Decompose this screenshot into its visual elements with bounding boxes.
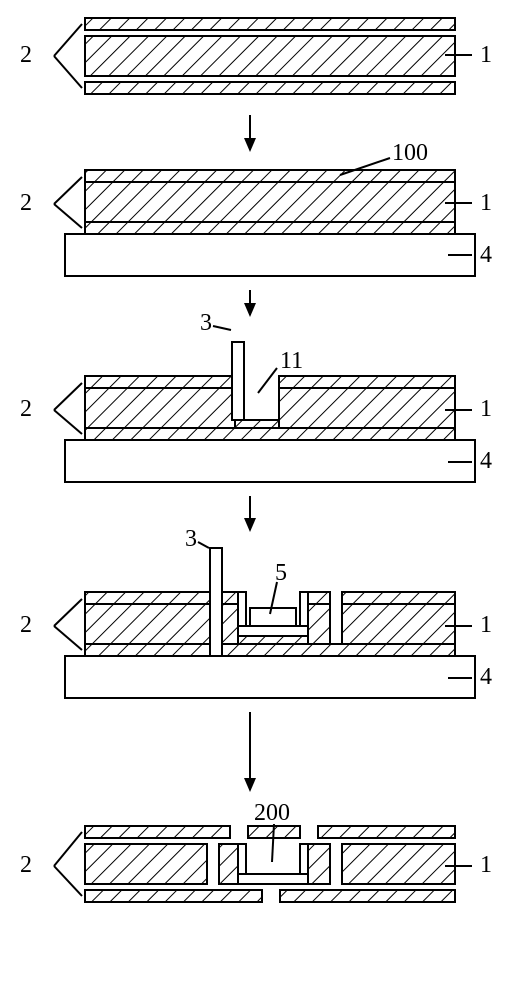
hatched-layer — [85, 826, 230, 838]
hatched-layer — [342, 592, 455, 604]
label-1: 1 — [480, 396, 492, 422]
bracket-arm — [54, 832, 82, 866]
panel-5: 1 2 200 — [20, 800, 492, 902]
hatched-layer — [222, 604, 238, 644]
hatched-layer — [318, 826, 455, 838]
hatched-layer — [219, 844, 238, 884]
label-3: 3 — [200, 310, 212, 336]
hatched-layer — [85, 170, 455, 182]
label-1: 1 — [480, 190, 492, 216]
leader-line — [198, 542, 209, 548]
label-2: 2 — [20, 396, 32, 422]
hatched-layer — [342, 844, 455, 884]
hatched-layer — [85, 376, 235, 388]
hatched-layer — [308, 604, 330, 644]
hatched-layer — [85, 182, 455, 222]
hatched-layer — [85, 890, 262, 902]
panel-4: 1 2 3 4 5 — [20, 526, 492, 698]
blade — [210, 548, 222, 656]
cavity-floor — [238, 626, 308, 636]
bracket-arm — [54, 24, 82, 56]
hatched-layer — [85, 844, 207, 884]
label-2: 2 — [20, 612, 32, 638]
bracket-arm — [54, 410, 82, 434]
hatched-layer — [85, 592, 210, 604]
base-plate — [65, 440, 475, 482]
hatched-layer — [85, 388, 235, 428]
leader-line — [213, 326, 231, 330]
label-1: 1 — [480, 612, 492, 638]
panel-1: 12 — [20, 18, 492, 94]
hatched-layer — [342, 604, 455, 644]
bracket-arm — [54, 56, 82, 88]
hatched-layer — [85, 36, 455, 76]
label-5: 5 — [275, 560, 287, 586]
label-4: 4 — [480, 242, 492, 268]
label-2: 2 — [20, 190, 32, 216]
hatched-layer — [238, 636, 308, 644]
diagram-canvas: 121241001234111234512200 — [0, 0, 506, 1000]
panel-3: 1 2 3 4 11 — [20, 310, 492, 482]
label-4: 4 — [480, 448, 492, 474]
label-1: 1 — [480, 852, 492, 878]
bracket-arm — [54, 599, 82, 626]
blade — [232, 342, 244, 420]
bracket-arm — [54, 626, 82, 650]
cavity-floor — [238, 874, 308, 884]
bracket-arm — [54, 177, 82, 204]
hatched-layer — [308, 592, 330, 604]
label-200: 200 — [254, 800, 290, 826]
label-3: 3 — [185, 526, 197, 552]
hatched-layer — [235, 420, 279, 428]
hatched-layer — [85, 428, 455, 440]
hatched-layer — [308, 844, 330, 884]
diagram-svg: 121241001234111234512200 — [0, 0, 506, 1000]
label-2: 2 — [20, 42, 32, 68]
hatched-layer — [85, 222, 455, 234]
base-plate — [65, 234, 475, 276]
hatched-layer — [85, 18, 455, 30]
label-11: 11 — [280, 348, 303, 374]
leader-line — [258, 368, 277, 393]
hatched-layer — [85, 644, 210, 656]
hatched-layer — [222, 644, 455, 656]
label-2: 2 — [20, 852, 32, 878]
hatched-layer — [85, 604, 210, 644]
label-100: 100 — [392, 140, 428, 166]
bracket-arm — [54, 866, 82, 896]
hatched-layer — [222, 592, 238, 604]
bracket-arm — [54, 204, 82, 228]
base-plate — [65, 656, 475, 698]
label-1: 1 — [480, 42, 492, 68]
inner-block-5 — [250, 608, 296, 626]
hatched-layer — [280, 890, 455, 902]
bracket-arm — [54, 383, 82, 410]
hatched-layer — [279, 388, 455, 428]
hatched-layer — [85, 82, 455, 94]
hatched-layer — [279, 376, 455, 388]
panel-2: 1 2 4 100 — [20, 140, 492, 276]
label-4: 4 — [480, 664, 492, 690]
